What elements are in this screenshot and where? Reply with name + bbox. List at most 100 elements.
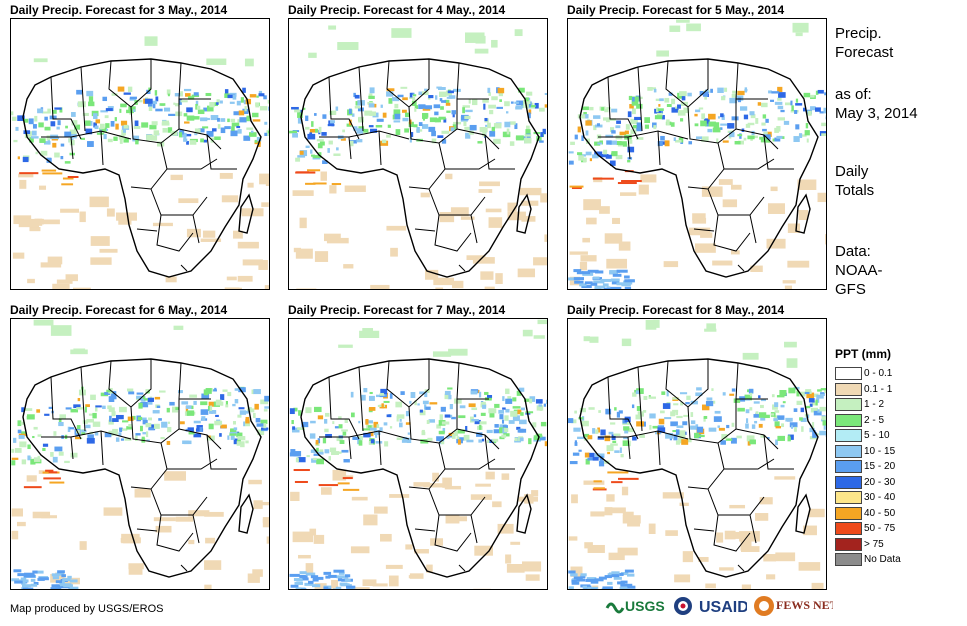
country-border bbox=[707, 188, 765, 216]
precip-cell bbox=[360, 394, 366, 401]
country-border bbox=[80, 366, 86, 432]
precip-cell bbox=[85, 120, 91, 126]
precip-cell bbox=[686, 395, 691, 400]
precip-cell bbox=[180, 132, 187, 138]
legend-swatch bbox=[835, 522, 862, 536]
precip-cell bbox=[52, 283, 70, 289]
precip-cell bbox=[568, 151, 574, 154]
precip-cell bbox=[168, 113, 176, 117]
precip-cell bbox=[505, 398, 513, 404]
precip-cell bbox=[799, 133, 803, 139]
precip-cell bbox=[599, 206, 610, 214]
precip-cell bbox=[612, 273, 622, 277]
precip-cell bbox=[505, 388, 510, 395]
precip-cell bbox=[238, 110, 245, 116]
precip-cell bbox=[745, 418, 749, 424]
precip-cell bbox=[665, 432, 674, 439]
precip-cell bbox=[215, 399, 222, 406]
precip-cell bbox=[677, 430, 686, 437]
precip-cell bbox=[503, 433, 510, 437]
precip-cell bbox=[743, 137, 747, 141]
precip-cell bbox=[680, 118, 684, 122]
precip-cell bbox=[774, 137, 781, 142]
country-border bbox=[627, 436, 631, 460]
precip-cell bbox=[382, 139, 387, 144]
precip-cell bbox=[660, 135, 665, 141]
precip-cell bbox=[504, 121, 511, 128]
precip-cell bbox=[219, 172, 233, 179]
precip-cell bbox=[528, 112, 531, 119]
precip-cell bbox=[89, 196, 109, 208]
precip-cell bbox=[356, 128, 364, 134]
precip-cell bbox=[32, 435, 35, 439]
precip-cell bbox=[52, 142, 57, 148]
precip-cell bbox=[411, 101, 417, 106]
precip-cell bbox=[781, 136, 785, 139]
precip-cell bbox=[63, 584, 73, 588]
precip-cell bbox=[705, 583, 716, 589]
precip-cell bbox=[71, 120, 78, 126]
legend-item: 40 - 50 bbox=[835, 506, 901, 522]
precip-cell bbox=[227, 391, 232, 397]
precip-cell bbox=[50, 121, 56, 127]
precip-cell bbox=[231, 126, 235, 131]
precip-cell bbox=[465, 425, 468, 431]
precip-cell bbox=[475, 483, 491, 487]
precip-cell bbox=[44, 413, 50, 416]
precip-cell bbox=[236, 441, 240, 446]
country-border bbox=[130, 142, 168, 190]
precip-cell bbox=[22, 156, 29, 163]
precip-cell bbox=[433, 104, 441, 109]
precip-cell bbox=[745, 398, 751, 401]
precip-cell bbox=[544, 104, 547, 108]
precip-cell bbox=[32, 511, 51, 519]
precip-cell bbox=[430, 538, 444, 546]
precip-cell bbox=[452, 516, 468, 522]
precip-cell bbox=[571, 579, 577, 583]
precip-cell bbox=[745, 123, 751, 128]
precip-cell bbox=[716, 532, 724, 543]
precip-cell bbox=[620, 580, 628, 584]
precip-cell bbox=[570, 141, 575, 145]
precip-cell bbox=[587, 435, 593, 440]
precip-cell bbox=[38, 577, 49, 581]
precip-cell bbox=[776, 125, 781, 132]
precip-cell bbox=[200, 138, 204, 143]
country-border bbox=[434, 214, 472, 252]
precip-cell bbox=[37, 108, 43, 114]
precip-cell bbox=[669, 25, 681, 32]
precip-cell bbox=[139, 425, 143, 432]
precip-cell bbox=[592, 488, 607, 491]
country-border bbox=[749, 514, 757, 544]
precip-cell bbox=[666, 119, 670, 126]
precip-cell bbox=[533, 435, 540, 441]
precip-cell bbox=[266, 130, 269, 136]
precip-cell bbox=[510, 541, 521, 545]
precip-cell bbox=[446, 110, 451, 113]
precip-cell bbox=[525, 97, 529, 102]
precip-cell bbox=[587, 544, 605, 553]
precip-cell bbox=[708, 121, 716, 127]
precip-cell bbox=[126, 426, 133, 430]
precip-cell bbox=[716, 138, 719, 143]
precip-cell bbox=[645, 320, 657, 330]
precip-cell bbox=[195, 100, 199, 106]
precip-cell bbox=[155, 525, 172, 533]
precip-cell bbox=[85, 404, 90, 408]
precip-cell bbox=[104, 115, 109, 119]
precip-cell bbox=[380, 104, 383, 108]
precip-cell bbox=[267, 99, 269, 104]
precip-cell bbox=[568, 277, 579, 281]
precip-cell bbox=[160, 436, 165, 440]
country-border bbox=[687, 442, 725, 490]
precip-cell bbox=[677, 110, 686, 116]
precip-cell bbox=[736, 435, 742, 439]
precip-cell bbox=[755, 411, 759, 415]
precip-cell bbox=[771, 394, 775, 398]
precip-cell bbox=[810, 407, 819, 413]
precip-cell bbox=[41, 169, 57, 172]
precip-cell bbox=[14, 580, 23, 584]
precip-cell bbox=[373, 421, 379, 428]
precip-cell bbox=[753, 414, 761, 418]
precip-cell bbox=[635, 390, 640, 395]
